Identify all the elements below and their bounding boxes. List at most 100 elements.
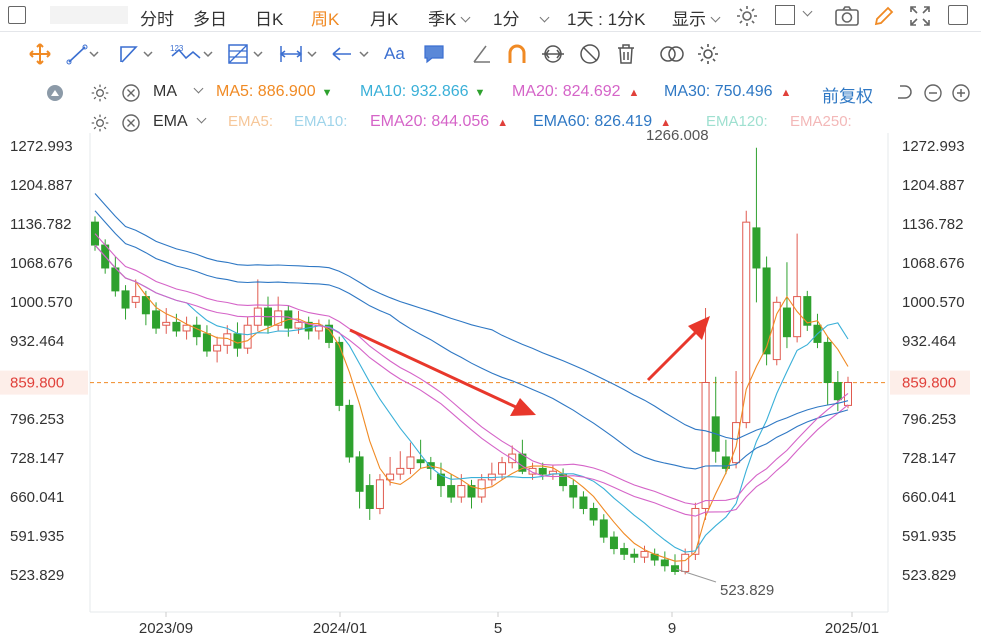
zoom-out-icon[interactable] [923, 83, 943, 108]
candle-up [732, 422, 741, 464]
candle-up [182, 324, 191, 332]
ma-select[interactable]: MA [153, 83, 204, 101]
display-menu-label: 显示 [672, 10, 706, 29]
collapse-triangle-icon[interactable] [46, 84, 64, 107]
candle-down [630, 553, 639, 558]
candle-up [243, 324, 252, 349]
line-tool-icon[interactable] [66, 38, 100, 70]
text-tool-icon[interactable]: Aa [384, 44, 405, 63]
ma-settings-gear-icon[interactable] [90, 83, 110, 108]
y-axis-label-left: 796.253 [10, 411, 64, 428]
lock-drawing-icon[interactable] [540, 38, 566, 70]
ema-close-icon[interactable] [121, 113, 141, 138]
fib-tool-icon[interactable] [226, 38, 266, 70]
candle-up [640, 550, 649, 558]
undo-icon[interactable] [894, 83, 914, 108]
compare-icon[interactable] [658, 38, 686, 70]
candle-up [772, 301, 781, 361]
candle-down [416, 459, 425, 464]
down-triangle-icon: ▼ [321, 87, 333, 99]
polyline-tool-icon[interactable] [118, 38, 154, 70]
layout-icon[interactable] [8, 6, 26, 24]
up-triangle-icon: ▲ [497, 117, 509, 129]
measure-tool-icon[interactable] [278, 38, 320, 70]
candle-up [528, 467, 537, 475]
candle-down [538, 467, 547, 475]
tab-daily-k[interactable]: 日K [255, 10, 284, 29]
y-axis-label-right: 728.147 [902, 450, 956, 467]
candle-down [589, 507, 598, 521]
drawing-settings-gear-icon[interactable] [696, 38, 720, 70]
ema10-value: EMA10: [294, 113, 348, 130]
tab-quarterly-k[interactable]: 季K [428, 5, 471, 30]
up-arrow-head [688, 316, 710, 340]
settings-gear-icon[interactable] [735, 4, 759, 33]
candle-up [131, 296, 140, 303]
camera-icon[interactable] [834, 4, 860, 33]
tab-monthly-k[interactable]: 月K [370, 10, 399, 29]
ma5-line [94, 244, 849, 562]
ma10-label: MA10: 932.866 [360, 83, 469, 100]
ema-settings-gear-icon[interactable] [90, 113, 110, 138]
period-select[interactable]: 1天 : 1分K [567, 5, 645, 30]
wave-tool-icon[interactable]: 123 [170, 38, 214, 70]
y-axis-label-left: 728.147 [10, 450, 64, 467]
ema120-value: EMA120: [706, 113, 768, 130]
candle-down [803, 296, 812, 326]
arrow-tool-icon[interactable] [330, 38, 372, 70]
display-menu[interactable]: 显示 [672, 5, 721, 30]
x-axis-label: 2025/01 [825, 620, 879, 637]
low-annotation-leader [675, 568, 717, 583]
zoom-in-icon[interactable] [951, 83, 971, 108]
ma30-line [94, 210, 849, 470]
ruler-tool-icon[interactable] [470, 38, 494, 70]
panel-icon[interactable] [948, 5, 968, 25]
fill-color-icon[interactable] [775, 5, 795, 25]
candle-down [579, 496, 588, 509]
candle-up [162, 321, 171, 326]
candle-down [620, 548, 629, 555]
tab-intraday[interactable]: 分时 [140, 10, 174, 29]
candle-up [691, 507, 700, 555]
candle-down [436, 473, 445, 487]
x-axis-label: 2023/09 [139, 620, 193, 637]
candle-up [701, 381, 710, 509]
tab-weekly-k[interactable]: 周K [311, 10, 340, 29]
current-price-label-left: 859.800 [10, 375, 64, 392]
move-crosshair-icon[interactable] [28, 38, 52, 70]
y-axis-label-right: 591.935 [902, 528, 956, 545]
candle-down [192, 324, 201, 338]
tab-multi-day[interactable]: 多日 [193, 10, 227, 29]
comment-tool-icon[interactable] [422, 38, 446, 70]
candle-up [406, 456, 415, 469]
up-arrow-shaft [646, 328, 700, 382]
candle-down [345, 404, 354, 458]
candle-down [823, 341, 832, 383]
adjust-mode-button[interactable]: 前复权 [822, 87, 873, 106]
candle-up [396, 467, 405, 475]
candle-down [365, 485, 374, 509]
candle-down [335, 341, 344, 406]
symbol-search-input[interactable] [50, 6, 128, 24]
ma20-line [94, 244, 849, 517]
trash-icon[interactable] [614, 38, 638, 70]
ema-select[interactable]: EMA [153, 113, 207, 131]
candle-down [671, 565, 680, 572]
pencil-icon[interactable] [872, 4, 896, 33]
candle-down [426, 462, 435, 469]
y-axis-label-right: 796.253 [902, 411, 956, 428]
ma-close-icon[interactable] [121, 83, 141, 108]
candle-down [833, 381, 842, 401]
candle-down [355, 456, 364, 492]
fullscreen-icon[interactable] [908, 4, 932, 33]
hide-drawing-icon[interactable] [578, 38, 602, 70]
tab-quarterly-k-label: 季K [428, 10, 457, 29]
tab-1min[interactable]: 1分 [493, 5, 550, 30]
candle-down [660, 559, 669, 567]
ma-indicator-row: MA MA5: 886.900 ▼ MA10: 932.866 ▼ MA20: 82… [0, 80, 981, 106]
drawing-toolbar: 123 Aa [0, 38, 981, 70]
period-select-label: 1天 : 1分K [567, 10, 646, 29]
candle-up [274, 310, 283, 326]
magnet-icon[interactable] [505, 38, 529, 70]
